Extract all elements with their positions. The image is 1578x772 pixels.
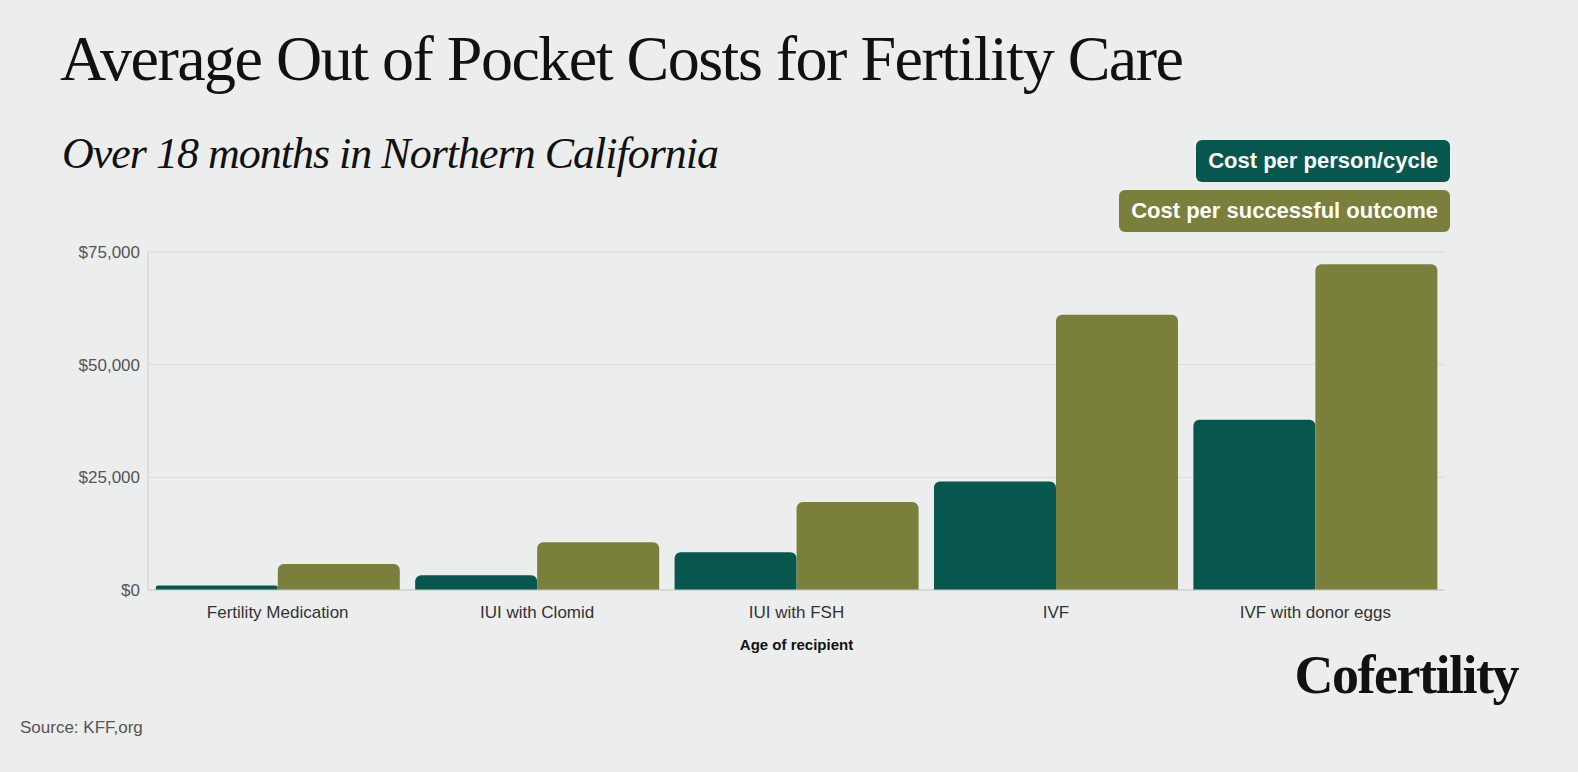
svg-text:$0: $0 xyxy=(121,581,140,600)
svg-text:IUI with Clomid: IUI with Clomid xyxy=(480,603,594,622)
html-text:Cofertility: Cofertility xyxy=(1294,645,1518,705)
html-text:Cost per person/cycle: Cost per person/cycle xyxy=(1208,148,1438,173)
svg-text:$50,000: $50,000 xyxy=(79,356,140,375)
svg-text:IUI with FSH: IUI with FSH xyxy=(749,603,844,622)
html-text:Over 18 months in Northern Cal: Over 18 months in Northern California xyxy=(62,129,718,178)
html-text:Average Out of Pocket Costs fo: Average Out of Pocket Costs for Fertilit… xyxy=(60,23,1183,94)
svg-text:IVF with donor eggs: IVF with donor eggs xyxy=(1240,603,1391,622)
svg-text:$25,000: $25,000 xyxy=(79,468,140,487)
html-text:Cost per successful outcome: Cost per successful outcome xyxy=(1131,198,1438,223)
svg-text:Age of recipient: Age of recipient xyxy=(740,636,853,653)
svg-text:Fertility Medication: Fertility Medication xyxy=(207,603,349,622)
svg-text:IVF: IVF xyxy=(1043,603,1069,622)
svg-text:$75,000: $75,000 xyxy=(79,243,140,262)
html-text:Source: KFF,org: Source: KFF,org xyxy=(20,718,143,737)
